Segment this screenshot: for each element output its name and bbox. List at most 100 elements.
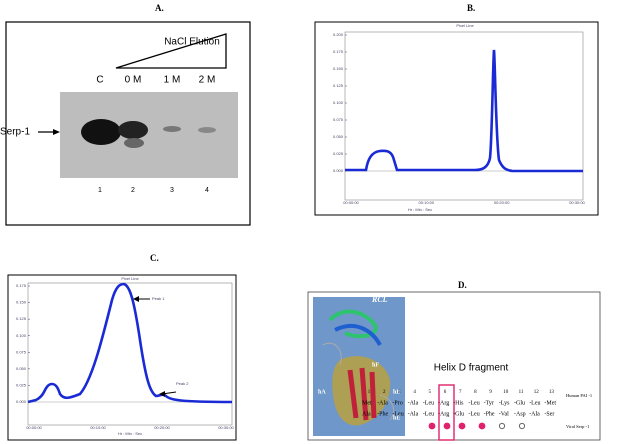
residue: -Ala <box>408 400 419 406</box>
panel-frame <box>5 21 251 226</box>
structure-label: hA <box>318 389 326 395</box>
band <box>81 119 121 145</box>
residue: -Lys <box>499 400 510 406</box>
lane-label: 0 M <box>125 75 142 86</box>
residue: -Leu <box>423 411 434 417</box>
x-tick-label: 00:10:00 <box>419 200 435 205</box>
residue: -Glu <box>453 411 464 417</box>
position-number: 6 <box>444 390 447 395</box>
structure-label: hF <box>372 362 379 368</box>
fragment-title: Helix D fragment <box>434 363 509 374</box>
arrow-head <box>53 129 60 135</box>
y-tick-label: 0.000 <box>333 168 344 173</box>
panel-label: D. <box>458 280 467 290</box>
x-tick-label: 00:20:00 <box>494 200 510 205</box>
position-number: 4 <box>413 390 416 395</box>
lane-label: 2 M <box>199 75 216 86</box>
position-number: 11 <box>519 390 524 395</box>
position-number: 9 <box>489 390 492 395</box>
y-tick-label: 0.125 <box>333 83 344 88</box>
peak-arrow-head <box>133 296 139 302</box>
residue: -Val <box>499 411 509 417</box>
residue: -Ala <box>408 411 419 417</box>
panel-label: C. <box>150 253 159 263</box>
y-tick-label: 0.075 <box>333 117 344 122</box>
y-tick-label: 0.175 <box>16 283 27 288</box>
x-tick-label: 00:20:00 <box>154 425 170 430</box>
position-number: 13 <box>549 390 555 395</box>
position-number: 12 <box>534 390 540 395</box>
lane-number: 4 <box>205 187 209 194</box>
y-tick-label: 0.100 <box>333 100 344 105</box>
position-number: 10 <box>503 390 509 395</box>
position-number: 2 <box>383 390 386 395</box>
y-tick-label: 0.025 <box>16 382 27 387</box>
trace <box>345 49 583 173</box>
peak-arrow-head <box>159 391 165 397</box>
plot-header: Pixel Line <box>456 23 474 28</box>
y-tick-label: 0.025 <box>333 151 344 156</box>
y-tick-label: 0.050 <box>333 134 344 139</box>
y-tick-label: 0.050 <box>16 366 27 371</box>
peak-label: Peak 1 <box>152 296 165 301</box>
y-tick-label: 0.175 <box>333 49 344 54</box>
residue: -Arg <box>438 400 449 406</box>
plot-header: Pixel Line <box>121 276 139 281</box>
structure-label: hD <box>393 389 401 395</box>
band <box>124 138 144 148</box>
y-tick-label: 0.000 <box>16 399 27 404</box>
residue: -Leu <box>423 400 434 406</box>
residue: -Ser <box>544 411 554 417</box>
x-tick-label: 00:00:00 <box>343 200 359 205</box>
residue: -Pro <box>392 400 402 406</box>
lane-label: 1 M <box>164 75 181 86</box>
residue: -Ala <box>377 400 388 406</box>
x-title: Hr : Min : Sec <box>408 207 432 212</box>
protein-structure <box>322 309 395 426</box>
panel-frame <box>314 21 599 216</box>
residue: Met <box>362 400 372 406</box>
x-tick-label: 00:10:00 <box>90 425 106 430</box>
lane-number: 2 <box>131 187 135 194</box>
trace <box>27 282 233 404</box>
panel-frame <box>7 274 237 441</box>
elution-title: NaCl Elution <box>164 37 220 48</box>
band-label: Serp-1 <box>0 127 30 138</box>
x-tick-label: 00:30:00 <box>569 200 585 205</box>
position-number: 7 <box>459 390 462 395</box>
panel-label: A. <box>155 3 164 13</box>
y-tick-label: 0.150 <box>333 66 344 71</box>
residue: -Leu <box>392 411 403 417</box>
residue: -Leu <box>468 400 479 406</box>
band <box>163 126 181 132</box>
residue: -Phe <box>484 411 495 417</box>
structure-label: hE <box>393 415 400 421</box>
lane-number: 1 <box>98 187 102 194</box>
residue: -Glu <box>514 400 525 406</box>
conservation-markers <box>428 422 526 430</box>
residue: -His <box>453 400 464 406</box>
species-label: Viral Serp -1 <box>566 424 589 429</box>
highlight-box <box>438 384 455 441</box>
residue: -Arg <box>438 411 449 417</box>
band <box>198 127 216 133</box>
residue: -Leu <box>529 400 540 406</box>
position-number: 8 <box>474 390 477 395</box>
residue: -Phe <box>377 411 388 417</box>
plot-frame <box>344 31 584 201</box>
x-title: Hr : Min : Sec <box>118 431 142 436</box>
gradient-triangle <box>115 33 227 69</box>
residue: -Tyr <box>484 400 494 406</box>
y-tick-label: 0.075 <box>16 349 27 354</box>
y-tick-label: 0.200 <box>333 32 344 37</box>
panel-label: B. <box>467 3 475 13</box>
residue: -Ala <box>529 411 540 417</box>
lane-number: 3 <box>170 187 174 194</box>
position-number: 1 <box>368 390 371 395</box>
plot-frame <box>27 282 233 426</box>
lane-label: C <box>96 75 103 86</box>
residue: -Leu <box>468 411 479 417</box>
position-number: 5 <box>429 390 432 395</box>
